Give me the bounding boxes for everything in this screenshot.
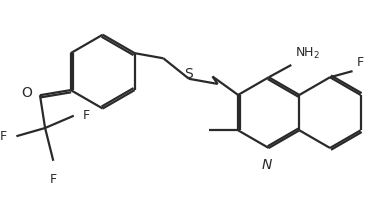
Text: O: O xyxy=(21,86,32,100)
Text: NH$_2$: NH$_2$ xyxy=(295,46,321,61)
Text: F: F xyxy=(83,109,90,122)
Text: N: N xyxy=(261,158,272,172)
Text: S: S xyxy=(185,67,193,81)
Text: F: F xyxy=(50,173,57,186)
Text: F: F xyxy=(357,56,364,69)
Text: F: F xyxy=(0,130,7,143)
